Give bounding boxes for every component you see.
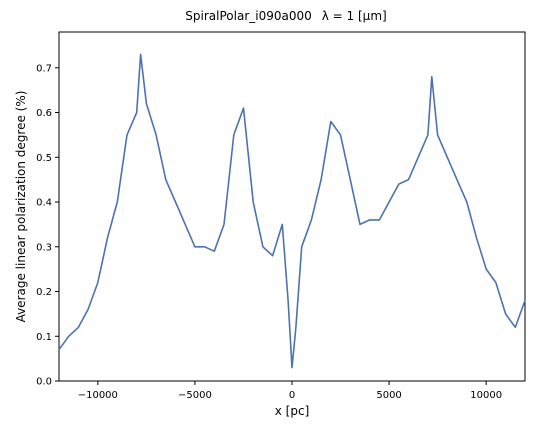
y-ticks: 0.0 0.1 0.2 0.3 0.4 0.5 0.6 0.7: [36, 63, 59, 388]
x-tick-label: 0: [289, 390, 295, 401]
y-axis-label: Average linear polarization degree (%): [14, 91, 28, 323]
y-tick-label: 0.2: [36, 287, 52, 298]
x-tick-label: 10000: [470, 390, 502, 401]
series-line: [58, 53, 526, 369]
y-tick-label: 0.4: [36, 198, 52, 209]
x-axis-label: x [pc]: [275, 404, 310, 418]
x-ticks: −10000 −5000 0 5000 10000: [78, 381, 502, 401]
plot-frame: [58, 31, 526, 382]
y-tick-label: 0.1: [36, 332, 52, 343]
y-tick-label: 0.3: [36, 242, 52, 253]
x-tick-label: −10000: [78, 390, 118, 401]
plot-area: −10000 −5000 0 5000 10000 0.0 0.1 0.2 0.3 0.4 0.5…: [36, 31, 526, 401]
x-tick-label: −5000: [178, 390, 212, 401]
chart-title: SpiralPolar_i090a000 λ = 1 [μm]: [185, 9, 386, 23]
y-tick-label: 0.7: [36, 63, 52, 74]
x-tick-label: 5000: [376, 390, 401, 401]
y-tick-label: 0.5: [36, 153, 52, 164]
y-tick-label: 0.6: [36, 108, 52, 119]
y-tick-label: 0.0: [36, 377, 52, 388]
